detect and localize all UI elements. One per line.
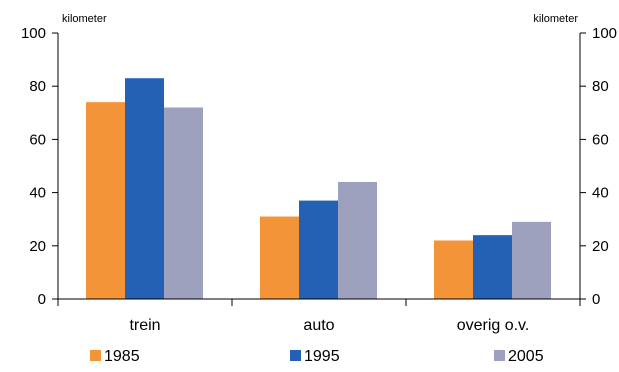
bar-1985-trein [86, 102, 125, 299]
legend-swatch-1995 [290, 350, 301, 361]
x-tick-label-trein: trein [129, 317, 160, 334]
bar-1985-overig-o-v- [434, 240, 473, 299]
x-tick-label-auto: auto [303, 317, 334, 334]
labels-group: 0 0 20 20 40 40 60 60 80 80 100 100 trein auto overig … [21, 13, 617, 334]
y-tick-label-right-60: 60 [592, 131, 609, 148]
y-tick-label-right-40: 40 [592, 185, 609, 202]
bar-2005-auto [338, 181, 377, 299]
y-tick-label-left-100: 100 [21, 25, 46, 42]
y-tick-label-right-20: 20 [592, 238, 609, 255]
y-axis-unit-left: kilometer [62, 13, 107, 25]
y-tick-label-right-100: 100 [592, 25, 617, 42]
legend-label-1985: 1985 [104, 348, 140, 365]
legend-group: 1985 1995 2005 [90, 348, 544, 365]
y-tick-label-right-0: 0 [592, 291, 600, 308]
legend-label-2005: 2005 [508, 348, 544, 365]
bars-group [86, 78, 551, 299]
bar-1985-auto [260, 216, 299, 299]
bar-2005-overig-o-v- [512, 221, 551, 299]
y-tick-label-right-80: 80 [592, 78, 609, 95]
y-tick-label-left-0: 0 [38, 291, 46, 308]
y-tick-label-left-60: 60 [29, 131, 46, 148]
bar-1995-trein [125, 78, 164, 299]
legend-label-1995: 1995 [304, 348, 340, 365]
legend-swatch-2005 [494, 350, 505, 361]
y-tick-label-left-40: 40 [29, 185, 46, 202]
legend-swatch-1985 [90, 350, 101, 361]
axes-group [52, 32, 586, 306]
y-axis-unit-right: kilometer [533, 13, 578, 25]
bar-1995-auto [299, 200, 338, 299]
y-tick-label-left-20: 20 [29, 238, 46, 255]
bar-1995-overig-o-v- [473, 235, 512, 299]
x-tick-label-overig-o-v-: overig o.v. [457, 317, 530, 334]
y-tick-label-left-80: 80 [29, 78, 46, 95]
bar-2005-trein [164, 107, 203, 299]
